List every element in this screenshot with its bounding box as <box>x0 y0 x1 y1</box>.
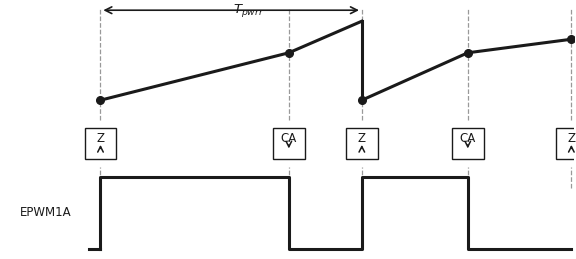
Bar <box>556 128 576 159</box>
Bar <box>346 128 378 159</box>
Text: CA: CA <box>460 132 476 146</box>
Text: EPWM1A: EPWM1A <box>20 206 72 219</box>
Text: CA: CA <box>281 132 297 146</box>
Bar <box>273 128 305 159</box>
Text: Z: Z <box>97 132 104 146</box>
Text: Z: Z <box>358 132 366 146</box>
Text: Z: Z <box>567 132 575 146</box>
Text: $T_{pwrr}$: $T_{pwrr}$ <box>233 2 264 19</box>
Bar <box>85 128 116 159</box>
Bar <box>452 128 484 159</box>
